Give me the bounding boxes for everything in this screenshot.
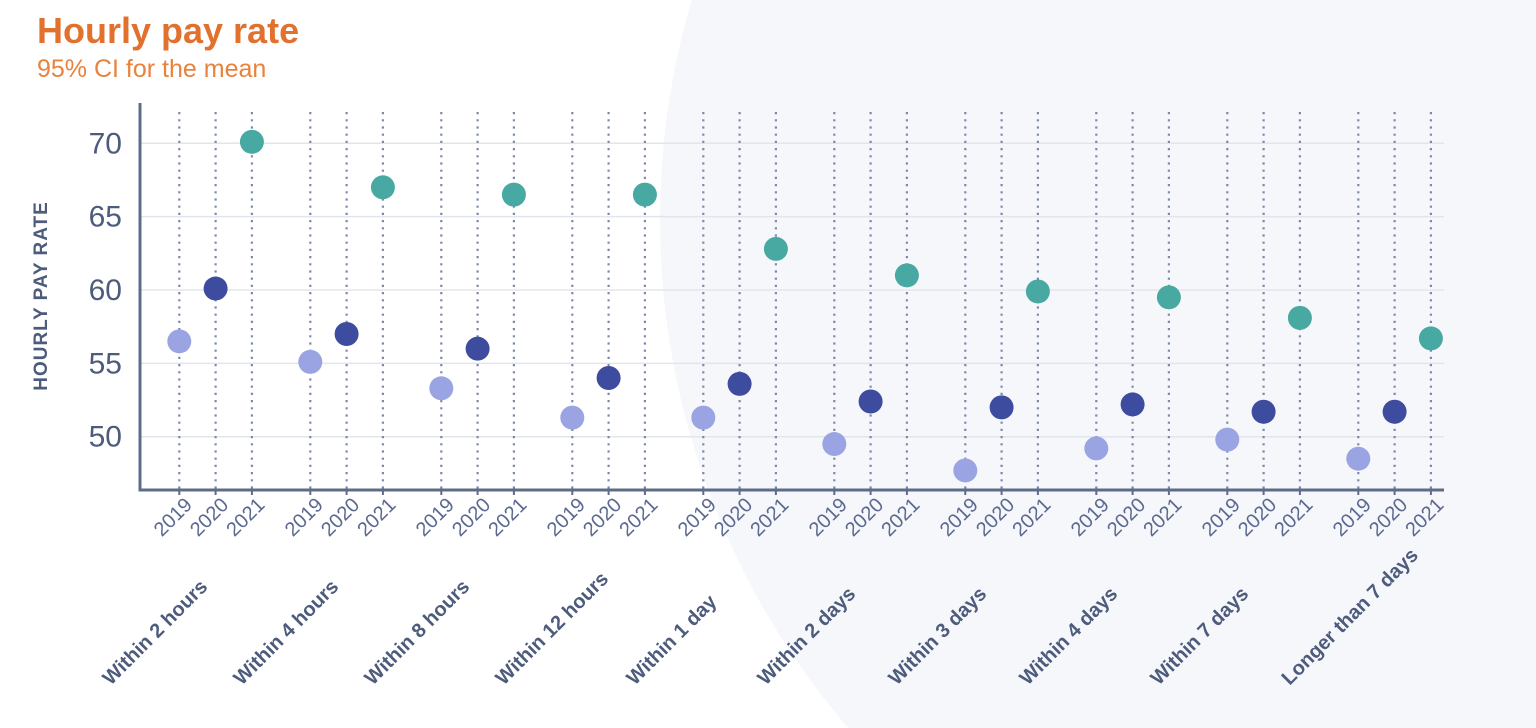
dot-within-3-days-2019[interactable]	[953, 458, 978, 483]
x-tick-year-label: 2021	[1270, 494, 1317, 541]
x-tick-year-label: 2021	[877, 494, 924, 541]
x-tick-year-label: 2020	[972, 494, 1019, 541]
x-tick-year-label: 2021	[1401, 494, 1448, 541]
dot-within-12-hours-2019[interactable]	[560, 405, 585, 430]
x-tick-year-label: 2019	[1067, 494, 1114, 541]
x-tick-year-label: 2021	[1139, 494, 1186, 541]
x-tick-year-label: 2020	[710, 494, 757, 541]
x-group-label-within-12-hours: Within 12 hours	[492, 568, 614, 690]
x-tick-year-label: 2021	[615, 494, 662, 541]
dot-within-1-day-2019[interactable]	[691, 405, 716, 430]
dot-within-12-hours-2021[interactable]	[632, 182, 657, 207]
dot-within-4-days-2021[interactable]	[1156, 285, 1181, 310]
dot-within-2-days-2020[interactable]	[858, 389, 883, 414]
x-tick-year-label: 2020	[1365, 494, 1412, 541]
y-tick-label: 70	[89, 127, 122, 160]
x-tick-year-label: 2021	[746, 494, 793, 541]
x-group-label-within-1-day: Within 1 day	[623, 590, 722, 689]
y-tick-label: 60	[89, 274, 122, 307]
x-tick-year-label: 2019	[805, 494, 852, 541]
x-tick-year-label: 2019	[936, 494, 983, 541]
y-axis-title: HOURLY PAY RATE	[31, 201, 52, 391]
chart-header: Hourly pay rate 95% CI for the mean	[37, 10, 299, 84]
x-tick-year-label: 2019	[674, 494, 721, 541]
x-tick-year-label: 2020	[1103, 494, 1150, 541]
x-tick-year-label: 2020	[841, 494, 888, 541]
x-tick-year-label: 2020	[448, 494, 495, 541]
dot-within-2-days-2019[interactable]	[822, 432, 847, 457]
dot-within-4-days-2020[interactable]	[1120, 392, 1145, 417]
dot-within-2-hours-2020[interactable]	[203, 276, 228, 301]
dot-within-8-hours-2021[interactable]	[501, 182, 526, 207]
dot-within-4-hours-2020[interactable]	[334, 322, 359, 347]
dot-within-2-days-2021[interactable]	[894, 263, 919, 288]
dot-within-1-day-2021[interactable]	[763, 236, 788, 261]
dot-within-1-day-2020[interactable]	[727, 371, 752, 396]
dot-within-3-days-2020[interactable]	[989, 395, 1014, 420]
dot-within-7-days-2020[interactable]	[1251, 399, 1276, 424]
dot-within-4-days-2019[interactable]	[1084, 436, 1109, 461]
dot-within-4-hours-2019[interactable]	[298, 349, 323, 374]
x-group-label-within-2-days: Within 2 days	[754, 583, 861, 690]
dot-within-3-days-2021[interactable]	[1025, 279, 1050, 304]
x-tick-year-label: 2021	[222, 494, 269, 541]
dot-within-12-hours-2020[interactable]	[596, 366, 621, 391]
x-tick-year-label: 2020	[1234, 494, 1281, 541]
x-tick-year-label: 2021	[484, 494, 531, 541]
y-tick-label: 65	[89, 201, 122, 234]
dot-within-7-days-2021[interactable]	[1287, 305, 1312, 330]
x-tick-year-label: 2021	[1008, 494, 1055, 541]
x-group-label-within-4-days: Within 4 days	[1016, 583, 1123, 690]
x-tick-year-label: 2020	[579, 494, 626, 541]
x-group-label-within-4-hours: Within 4 hours	[230, 576, 344, 690]
x-group-label-within-8-hours: Within 8 hours	[361, 576, 475, 690]
x-group-label-within-7-days: Within 7 days	[1147, 583, 1254, 690]
dot-longer-than-7-days-2020[interactable]	[1382, 399, 1407, 424]
x-tick-year-label: 2019	[543, 494, 590, 541]
y-tick-label: 50	[89, 421, 122, 454]
x-tick-year-label: 2019	[1329, 494, 1376, 541]
x-group-label-within-2-hours: Within 2 hours	[99, 576, 213, 690]
x-group-label-longer-than-7-days: Longer than 7 days	[1278, 544, 1423, 689]
dot-within-2-hours-2019[interactable]	[167, 329, 192, 354]
chart-subtitle: 95% CI for the mean	[37, 55, 267, 84]
x-tick-year-label: 2021	[353, 494, 400, 541]
y-tick-label: 55	[89, 347, 122, 380]
chart-title: Hourly pay rate	[37, 10, 300, 51]
dot-within-8-hours-2020[interactable]	[465, 336, 490, 361]
dot-within-4-hours-2021[interactable]	[370, 175, 395, 200]
dot-longer-than-7-days-2019[interactable]	[1346, 446, 1371, 471]
x-tick-year-label: 2020	[186, 494, 233, 541]
dot-longer-than-7-days-2021[interactable]	[1418, 326, 1443, 351]
x-tick-year-label: 2019	[150, 494, 197, 541]
dot-within-8-hours-2019[interactable]	[429, 376, 454, 401]
x-group-label-within-3-days: Within 3 days	[885, 583, 992, 690]
dot-within-7-days-2019[interactable]	[1215, 427, 1240, 452]
x-tick-year-label: 2019	[412, 494, 459, 541]
x-tick-year-label: 2020	[317, 494, 364, 541]
x-tick-year-label: 2019	[1198, 494, 1245, 541]
x-tick-year-label: 2019	[281, 494, 328, 541]
dot-within-2-hours-2021[interactable]	[239, 129, 264, 154]
